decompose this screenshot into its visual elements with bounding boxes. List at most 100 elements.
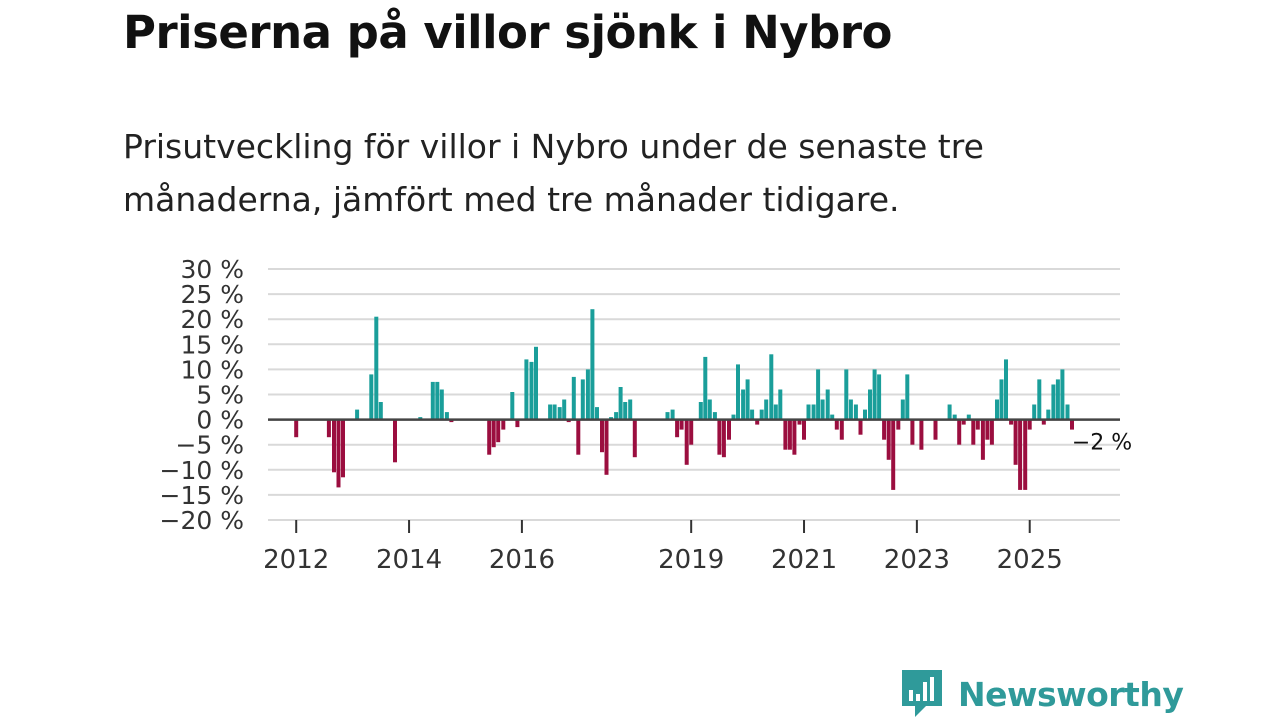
bar-positive: [670, 409, 675, 420]
grid-lines: [268, 268, 1120, 521]
bar-positive: [529, 361, 534, 420]
bar-positive: [665, 412, 670, 420]
bar-positive: [585, 369, 590, 420]
bar-positive: [623, 402, 628, 420]
bar-negative: [632, 419, 637, 458]
bar-positive: [759, 409, 764, 420]
bar-positive: [698, 402, 703, 420]
bar-negative: [792, 419, 797, 455]
bar-positive: [369, 374, 374, 420]
bar-positive: [778, 389, 783, 420]
bar-negative: [393, 419, 397, 463]
bar-negative: [971, 419, 976, 445]
bar-positive: [900, 399, 905, 420]
bar-negative: [600, 419, 604, 453]
bar-positive: [868, 389, 872, 420]
bar-positive: [1037, 379, 1042, 420]
bar-positive: [571, 376, 576, 420]
bar-negative: [679, 419, 684, 430]
bar-positive: [378, 402, 383, 420]
bar-negative: [604, 419, 609, 475]
bar-negative: [783, 419, 788, 450]
x-tick-label: 2016: [489, 545, 555, 575]
y-tick-label: 10 %: [180, 355, 244, 384]
bar-negative: [501, 419, 506, 430]
bar-positive: [444, 412, 449, 420]
y-tick-label: −10 %: [160, 456, 244, 485]
bar-positive: [1004, 359, 1008, 420]
bar-positive: [806, 404, 811, 420]
bar-negative: [919, 419, 924, 450]
y-tick-label: 20 %: [180, 305, 244, 334]
bar-positive: [1065, 404, 1070, 420]
bar-positive: [905, 374, 910, 420]
bar-negative: [896, 419, 901, 430]
bar-positive: [947, 404, 952, 420]
bar-negative: [1023, 419, 1028, 490]
bar-negative: [1070, 419, 1074, 430]
y-tick-label: −20 %: [160, 506, 244, 535]
bar-positive: [435, 381, 440, 420]
bar-negative: [886, 419, 891, 460]
x-tick-label: 2025: [997, 545, 1063, 575]
bar-negative: [839, 419, 844, 440]
bar-positive: [557, 407, 562, 420]
bar-positive: [707, 399, 712, 420]
bar-positive: [764, 399, 769, 420]
bar-positive: [355, 409, 360, 420]
bar-positive: [510, 392, 515, 420]
bar-negative: [910, 419, 915, 445]
bar-negative: [882, 419, 887, 440]
bar-positive: [848, 399, 853, 420]
bar-positive: [1046, 409, 1051, 420]
bar-negative: [975, 419, 980, 430]
bar-negative: [797, 419, 802, 425]
bar-negative: [891, 419, 896, 490]
bar-positive: [524, 359, 529, 420]
bar-positive: [618, 387, 623, 420]
bar-negative: [755, 419, 760, 425]
bar-positive: [534, 346, 538, 420]
bar-chart: 30 %25 %20 %15 %10 %5 %0 %−5 %−10 %−15 %…: [160, 255, 1133, 575]
bar-negative: [515, 419, 520, 428]
bar-positive: [1055, 379, 1060, 420]
bar-negative: [727, 419, 731, 440]
bar-positive: [830, 414, 835, 420]
y-tick-label: 5 %: [196, 381, 244, 410]
y-tick-label: 15 %: [180, 330, 244, 359]
y-tick-label: −15 %: [160, 481, 244, 510]
bar-positive: [731, 414, 736, 420]
bar-positive: [825, 389, 830, 420]
chart-subtitle: Prisutveckling för villor i Nybro under …: [123, 127, 984, 219]
y-tick-label: 25 %: [180, 280, 244, 309]
bar-positive: [1060, 369, 1065, 420]
bar-negative: [989, 419, 994, 445]
bar-negative: [689, 419, 694, 445]
bar-positive: [374, 316, 379, 420]
bar-positive: [562, 399, 567, 420]
chart-title: Priserna på villor sjönk i Nybro: [123, 6, 892, 59]
newsworthy-logo: Newsworthy: [902, 670, 1184, 718]
bar-negative: [858, 419, 863, 435]
bar-negative: [1009, 419, 1014, 425]
bar-negative: [834, 419, 839, 430]
bar-positive: [736, 364, 740, 420]
x-tick-label: 2019: [658, 545, 724, 575]
bar-positive: [863, 409, 867, 420]
bar-positive: [952, 414, 957, 420]
bar-negative: [294, 419, 299, 438]
bar-negative: [721, 419, 726, 458]
bar-negative: [341, 419, 345, 478]
bar-negative: [802, 419, 806, 440]
bar-positive: [872, 369, 877, 420]
bar-positive: [595, 407, 599, 420]
bar-positive: [999, 379, 1004, 420]
bar-negative: [957, 419, 962, 445]
bar-negative: [1027, 419, 1032, 430]
bars: [294, 309, 1074, 490]
bar-negative: [961, 419, 966, 425]
bar-positive: [773, 404, 778, 420]
bar-negative: [675, 419, 680, 438]
bar-positive: [614, 412, 619, 420]
bar-positive: [750, 409, 755, 420]
